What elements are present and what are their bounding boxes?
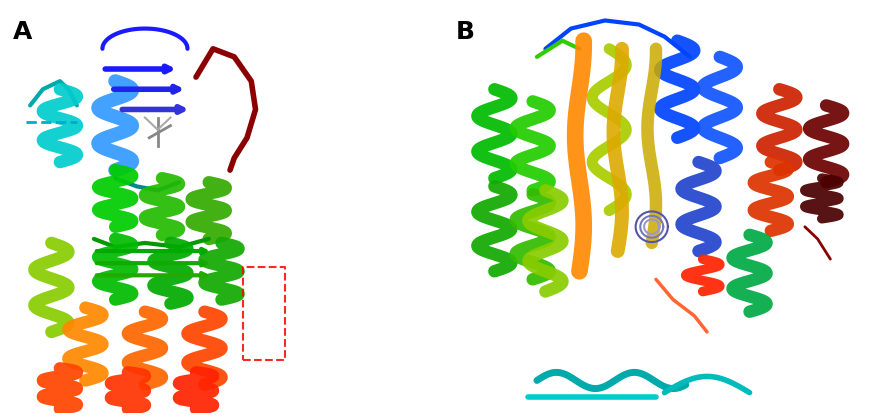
Text: B: B <box>456 20 475 45</box>
Text: A: A <box>13 20 33 45</box>
